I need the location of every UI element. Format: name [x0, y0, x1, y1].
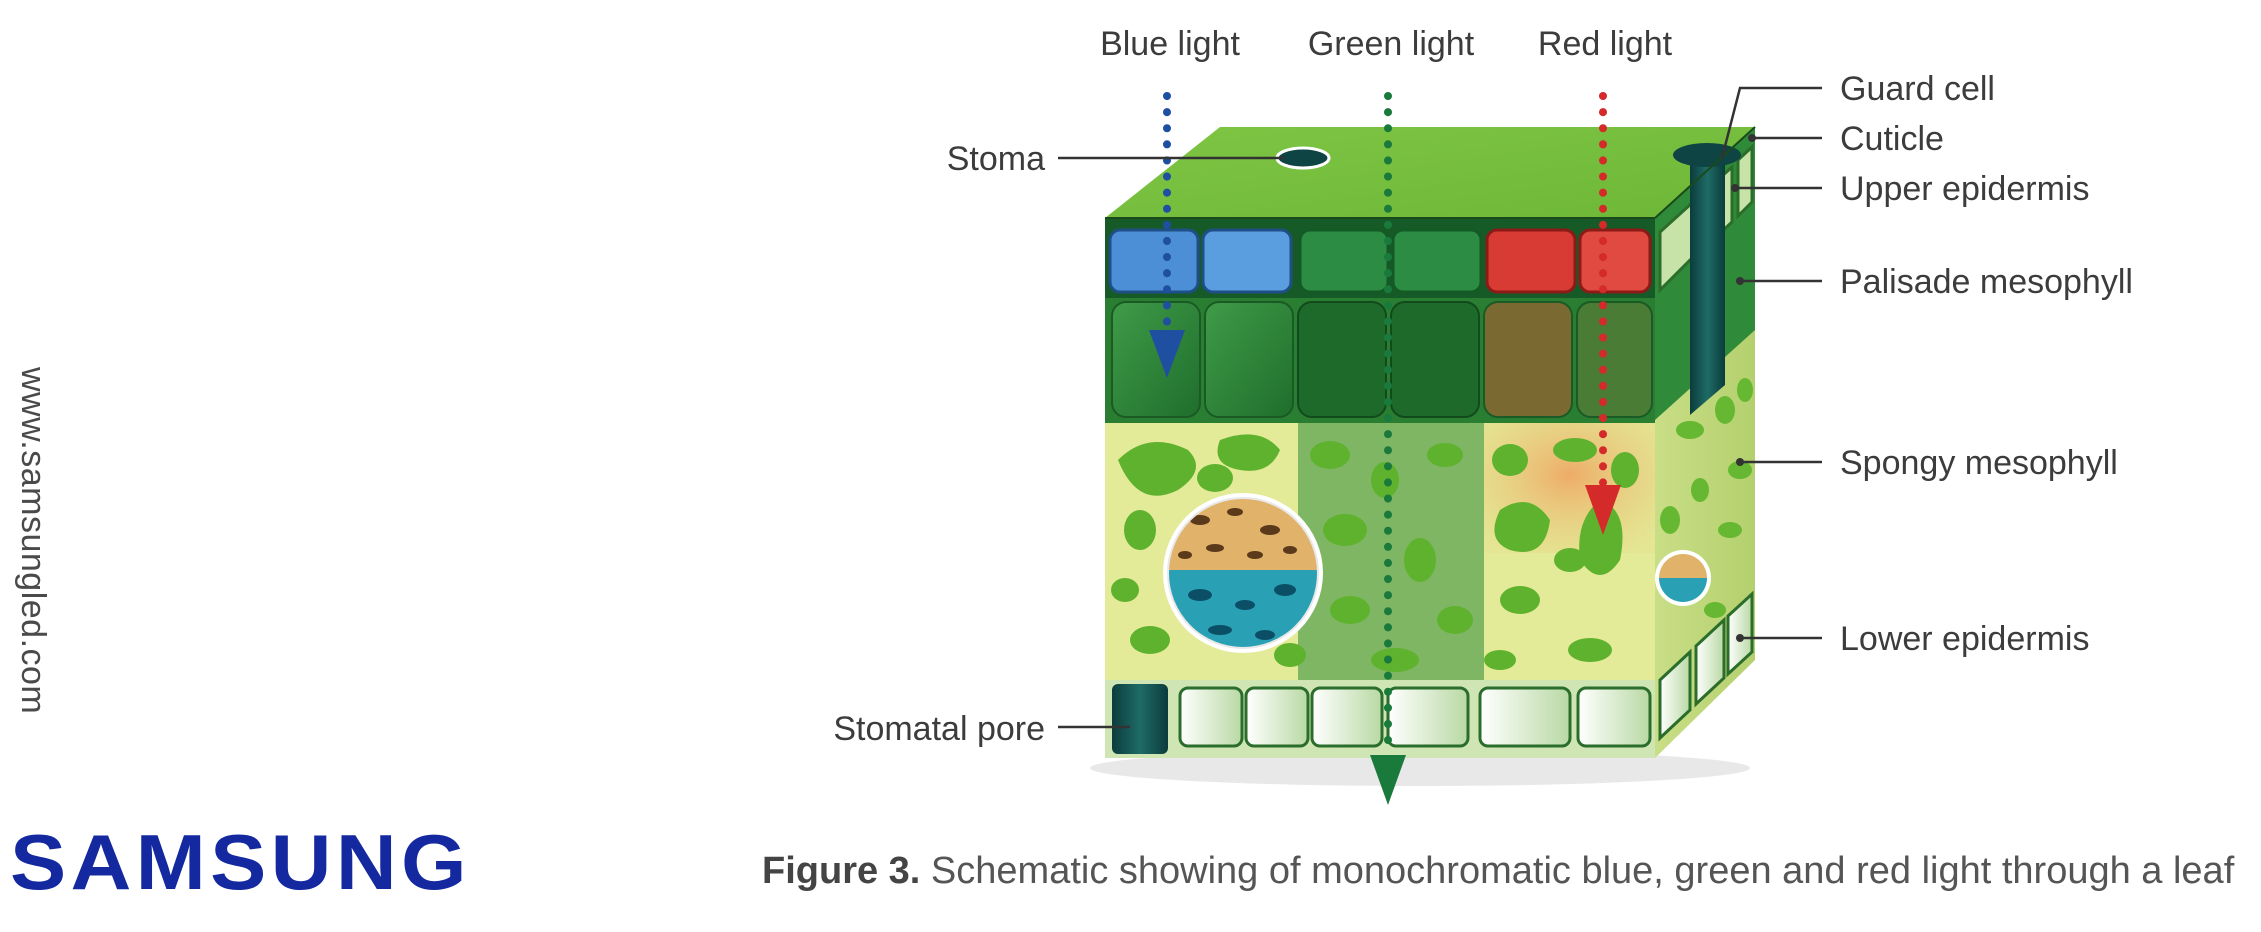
leader-dots — [1731, 134, 1756, 642]
blue-light-beam — [1149, 92, 1185, 378]
leaf-top-surface — [1105, 127, 1755, 218]
palisade-mesophyll-label: Palisade mesophyll — [1840, 263, 2133, 301]
lower-epidermis-label: Lower epidermis — [1840, 620, 2089, 658]
upper-epidermis-cells — [1108, 228, 1652, 294]
figure-caption: Figure 3. Schematic showing of monochrom… — [762, 850, 2242, 900]
red-light-beam — [1585, 92, 1621, 535]
spongy-mesophyll-blobs — [1111, 434, 1639, 672]
red-light-label: Red light — [1538, 25, 1673, 63]
blue-light-label: Blue light — [1100, 25, 1240, 63]
green-light-label: Green light — [1308, 25, 1475, 63]
lower-epidermis-cells — [1112, 684, 1652, 754]
samsung-logo: SAMSUNG — [10, 818, 471, 906]
side-lower-epidermis-cells — [1658, 590, 1754, 742]
figure-number: Figure 3. — [762, 850, 921, 892]
leader-lines — [1058, 86, 1822, 729]
spongy-mesophyll-label: Spongy mesophyll — [1840, 444, 2118, 482]
stoma-label: Stoma — [947, 140, 1045, 178]
stomatal-pore-label: Stomatal pore — [833, 710, 1045, 748]
palisade-mesophyll-cells — [1111, 301, 1653, 418]
green-light-beam — [1370, 92, 1406, 805]
figure-caption-text: Schematic showing of monochromatic blue,… — [920, 850, 2235, 892]
cuticle-label: Cuticle — [1840, 120, 1944, 158]
side-spongy-blobs — [1660, 378, 1753, 618]
guard-cell-label: Guard cell — [1840, 70, 1995, 108]
upper-epidermis-label: Upper epidermis — [1840, 170, 2089, 208]
website-url: www.samsungled.com — [14, 367, 52, 715]
magnified-tissue-circle-small — [1655, 550, 1711, 606]
block-shadow — [1090, 750, 1750, 786]
block-edges — [1105, 126, 1756, 219]
guard-cell-shape — [1690, 149, 1725, 415]
